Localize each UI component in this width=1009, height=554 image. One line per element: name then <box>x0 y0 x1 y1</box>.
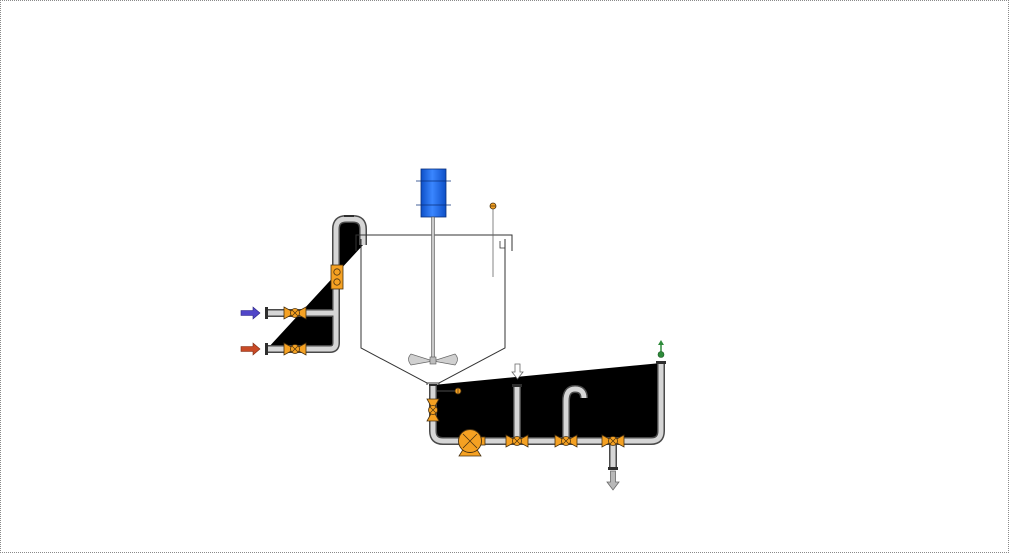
motor-icon[interactable] <box>416 168 451 218</box>
butterfly-valve-icon[interactable] <box>283 306 307 320</box>
arrow-down-icon <box>511 363 524 380</box>
pipe-main-outlet <box>433 363 661 441</box>
pipe-network <box>267 219 661 467</box>
butterfly-valve-icon[interactable] <box>554 434 578 448</box>
centrifugal-pump-icon[interactable] <box>458 429 486 457</box>
agitator-icon <box>408 216 458 366</box>
butterfly-valve-icon[interactable] <box>283 342 307 356</box>
butterfly-valve-icon[interactable] <box>505 434 529 448</box>
flowmeter-icon[interactable] <box>330 264 344 290</box>
pipe-gooseneck <box>566 389 584 441</box>
arrow-down-icon <box>606 470 620 491</box>
arrow-up-icon <box>657 340 665 358</box>
pipe-flanges <box>265 215 666 470</box>
gauge-icon[interactable] <box>437 387 462 395</box>
arrow-right-icon <box>240 342 261 356</box>
butterfly-valve-icon[interactable] <box>426 398 440 422</box>
butterfly-valve-icon[interactable] <box>601 434 625 448</box>
pipe-inlet-2 <box>267 219 363 349</box>
level-sensor-icon[interactable] <box>489 202 505 277</box>
arrow-right-icon <box>240 306 261 320</box>
